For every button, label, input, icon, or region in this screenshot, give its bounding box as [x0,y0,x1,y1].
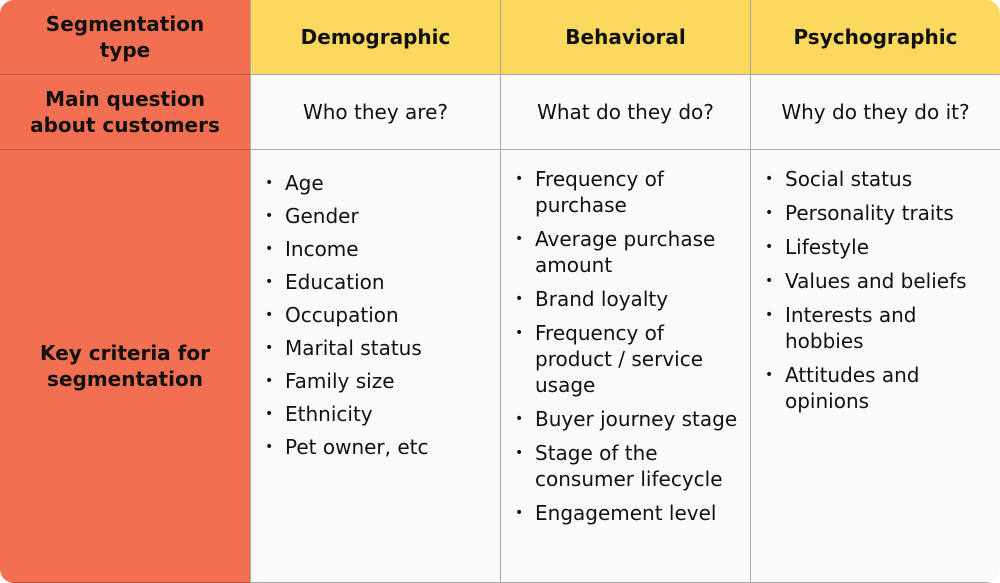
row-label: Main question about customers [0,75,250,150]
question-cell: What do they do? [500,75,750,150]
criteria-item: Frequency of purchase [515,166,740,218]
criteria-cell: Social status Personality traits Lifestyle… [750,150,1000,583]
criteria-item: Average purchase amount [515,226,740,278]
criteria-item: Lifestyle [765,234,990,260]
criteria-item: Family size [265,368,490,394]
criteria-item: Buyer journey stage [515,406,740,432]
criteria-item: Income [265,236,490,262]
row-label: Key criteria for segmentation [0,150,250,583]
criteria-list: Frequency of purchase Average purchase am… [515,166,740,534]
question-cell: Who they are? [250,75,500,150]
column-header: Demographic [250,0,500,75]
criteria-item: Stage of the consumer lifecycle [515,440,740,492]
criteria-cell: Age Gender Income Education Occupation Marita… [250,150,500,583]
row-header-title: Segmentation type [0,0,250,75]
criteria-item: Social status [765,166,990,192]
criteria-item: Gender [265,203,490,229]
column-header: Behavioral [500,0,750,75]
criteria-cell: Frequency of purchase Average purchase am… [500,150,750,583]
criteria-item: Education [265,269,490,295]
criteria-item: Marital status [265,335,490,361]
criteria-item: Pet owner, etc [265,434,490,460]
criteria-item: Interests and hobbies [765,302,990,354]
criteria-list: Age Gender Income Education Occupation Marita… [265,170,490,467]
criteria-item: Frequency of product / service usage [515,320,740,398]
criteria-item: Values and beliefs [765,268,990,294]
criteria-item: Age [265,170,490,196]
column-header: Psychographic [750,0,1000,75]
criteria-item: Brand loyalty [515,286,740,312]
criteria-item: Engagement level [515,500,740,526]
criteria-list: Social status Personality traits Lifestyle… [765,166,990,422]
question-cell: Why do they do it? [750,75,1000,150]
criteria-item: Personality traits [765,200,990,226]
criteria-item: Ethnicity [265,401,490,427]
criteria-item: Attitudes and opinions [765,362,990,414]
criteria-item: Occupation [265,302,490,328]
